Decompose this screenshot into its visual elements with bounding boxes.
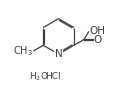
Text: N: N xyxy=(55,49,62,59)
Text: HCl: HCl xyxy=(45,72,61,81)
Text: OH: OH xyxy=(89,26,105,36)
Text: H$_2$O: H$_2$O xyxy=(29,70,49,83)
Text: O: O xyxy=(94,35,102,45)
Text: CH$_3$: CH$_3$ xyxy=(13,44,33,58)
